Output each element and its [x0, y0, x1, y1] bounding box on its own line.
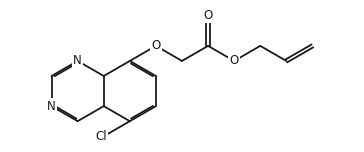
- Text: O: O: [203, 9, 213, 22]
- Text: N: N: [47, 100, 56, 113]
- Text: N: N: [73, 54, 82, 67]
- Text: Cl: Cl: [95, 130, 107, 143]
- Text: O: O: [230, 54, 239, 67]
- Text: O: O: [151, 39, 161, 52]
